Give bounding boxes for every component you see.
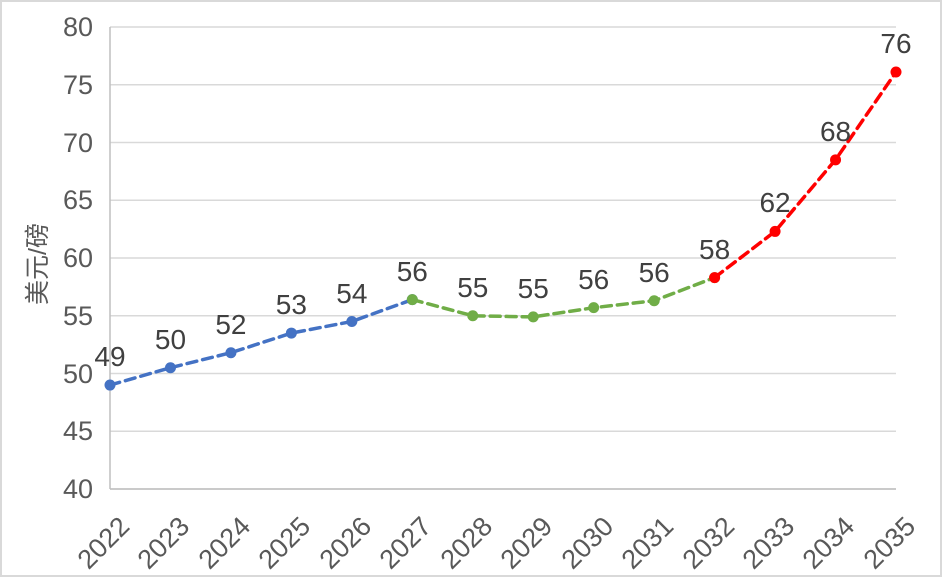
y-tick-label: 65	[62, 185, 93, 216]
data-point-marker-green-segment	[648, 295, 660, 307]
data-label: 54	[336, 277, 368, 309]
y-tick-label: 40	[62, 474, 93, 504]
data-label: 68	[819, 115, 852, 147]
data-label: 55	[457, 271, 489, 303]
data-point-marker-red-segment	[890, 66, 902, 78]
data-point-marker-red-segment	[769, 225, 781, 237]
data-point-marker-green-segment	[588, 302, 600, 314]
data-point-marker-green-segment	[406, 294, 418, 306]
data-label: 56	[578, 263, 610, 295]
data-point-marker-blue-segment	[104, 379, 116, 391]
y-tick-label: 50	[62, 358, 93, 389]
y-tick-label: 70	[62, 127, 93, 158]
series-line-blue-segment	[108, 297, 415, 387]
data-label: 53	[275, 289, 307, 321]
data-point-marker-blue-segment	[346, 316, 358, 328]
data-point-marker-green-segment	[527, 311, 539, 323]
data-label: 56	[638, 256, 670, 288]
data-label: 62	[759, 187, 791, 219]
data-label: 50	[154, 323, 187, 355]
series-line-green-segment	[410, 275, 717, 319]
data-label: 52	[215, 308, 247, 340]
y-tick-label: 75	[62, 69, 93, 100]
data-label: 58	[699, 233, 731, 265]
series-line-red-segment	[712, 70, 898, 280]
data-point-marker-green-segment	[467, 310, 479, 322]
data-point-marker-red-segment	[830, 154, 842, 166]
data-label: 76	[880, 28, 912, 60]
y-tick-label: 45	[62, 416, 93, 447]
data-point-marker-blue-segment	[225, 347, 237, 359]
data-point-marker-blue-segment	[285, 327, 297, 339]
data-label: 49	[94, 341, 126, 373]
data-point-marker-red-segment	[709, 272, 721, 284]
y-tick-label: 80	[62, 12, 93, 42]
y-tick-label: 55	[62, 300, 93, 331]
data-label: 56	[396, 255, 428, 287]
y-tick-label: 60	[62, 243, 93, 273]
data-point-marker-blue-segment	[164, 362, 176, 374]
data-label: 55	[517, 272, 549, 304]
